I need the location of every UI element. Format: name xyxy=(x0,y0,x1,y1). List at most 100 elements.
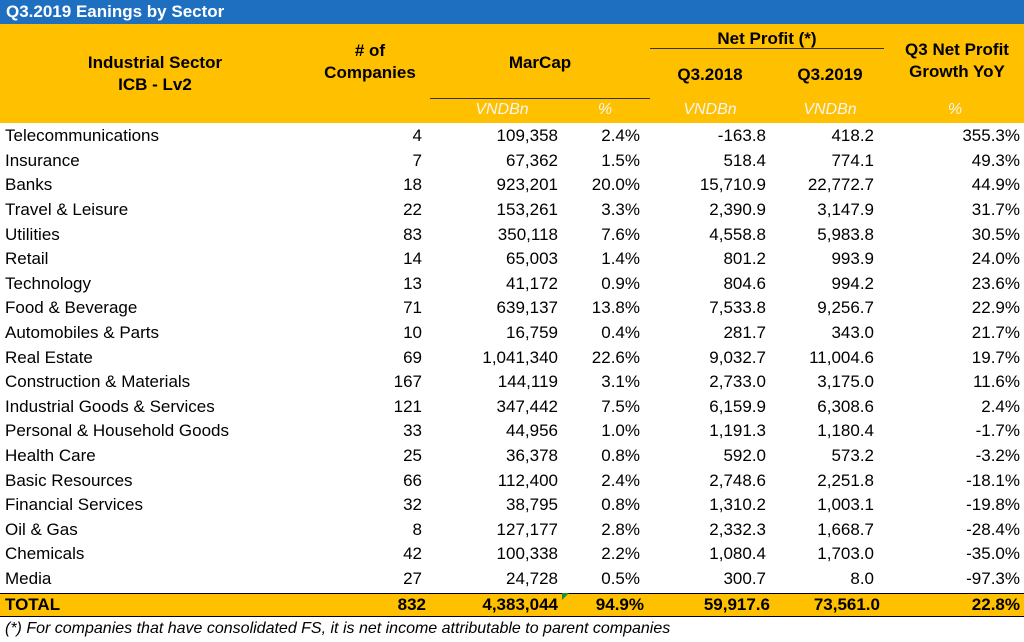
cell-growth: 2.4% xyxy=(981,396,1020,416)
cell-np-2019: 1,003.1 xyxy=(817,495,874,515)
table-row: Insurance 7 67,362 1.5% 518.4 774.1 49.3% xyxy=(0,149,1024,174)
cell-np-2018: 804.6 xyxy=(723,273,766,293)
cell-marcap: 100,338 xyxy=(496,544,558,564)
cell-np-2019: 774.1 xyxy=(831,150,874,170)
cell-np-2019: 1,180.4 xyxy=(817,421,874,441)
footnote: (*) For companies that have consolidated… xyxy=(5,620,671,637)
marcap-divider xyxy=(430,98,650,99)
cell-marcap: 144,119 xyxy=(497,372,558,392)
header-growth: Q3 Net Profit Growth YoY xyxy=(890,39,1024,83)
header-growth-line1: Q3 Net Profit xyxy=(905,40,1009,59)
cell-marcap-pct: 22.6% xyxy=(591,347,640,367)
cell-marcap: 67,362 xyxy=(506,150,558,170)
cell-growth: 19.7% xyxy=(971,347,1020,367)
cell-marcap-pct: 1.0% xyxy=(601,421,640,441)
cell-sector: Real Estate xyxy=(5,347,93,367)
table-row: Industrial Goods & Services 121 347,442 7.5… xyxy=(0,395,1024,420)
total-np-2019: 73,561.0 xyxy=(813,595,880,614)
cell-np-2019: 22,772.7 xyxy=(807,175,874,195)
cell-sector: Technology xyxy=(5,273,92,293)
cell-sector: Construction & Materials xyxy=(5,372,191,392)
cell-np-2018: 15,710.9 xyxy=(699,175,766,195)
cell-np-2018: 9,032.7 xyxy=(709,347,766,367)
cell-companies: 7 xyxy=(412,150,422,170)
header-sector: Industrial Sector ICB - Lv2 xyxy=(40,52,270,96)
table-row: Basic Resources 66 112,400 2.4% 2,748.6 2,251… xyxy=(0,468,1024,493)
cell-np-2019: 994.2 xyxy=(831,273,874,293)
table-row: Personal & Household Goods 33 44,956 1.0% 1,… xyxy=(0,419,1024,444)
table-header: Industrial Sector ICB - Lv2 # of Compani… xyxy=(0,24,1024,123)
cell-marcap-pct: 2.8% xyxy=(601,519,640,539)
cell-companies: 83 xyxy=(403,224,422,244)
table-row: Chemicals 42 100,338 2.2% 1,080.4 1,703.0 -35.… xyxy=(0,542,1024,567)
header-marcap: MarCap xyxy=(508,53,572,72)
cell-growth: -19.8% xyxy=(966,495,1020,515)
total-label: TOTAL xyxy=(5,595,61,614)
table-row: Retail 14 65,003 1.4% 801.2 993.9 24.0% xyxy=(0,247,1024,272)
total-row: TOTAL 832 4,383,044 94.9% 59,917.6 73,56… xyxy=(0,593,1024,617)
cell-sector: Telecommunications xyxy=(5,126,160,146)
table-title: Q3.2019 Eanings by Sector xyxy=(0,0,1024,24)
cell-marcap-pct: 2.4% xyxy=(601,470,640,490)
cell-companies: 167 xyxy=(393,372,422,392)
cell-growth: -97.3% xyxy=(966,568,1020,588)
cell-growth: -35.0% xyxy=(966,544,1020,564)
cell-np-2019: 573.2 xyxy=(831,446,874,466)
cell-np-2018: 7,533.8 xyxy=(709,298,766,318)
cell-np-2019: 8.0 xyxy=(850,568,874,588)
cell-marcap-pct: 2.2% xyxy=(601,544,640,564)
header-net-profit: Net Profit (*) xyxy=(717,29,817,48)
cell-marcap-pct: 0.5% xyxy=(601,568,640,588)
cell-np-2019: 6,308.6 xyxy=(817,396,874,416)
table-row: Health Care 25 36,378 0.8% 592.0 573.2 -3.2% xyxy=(0,444,1024,469)
cell-marcap: 1,041,340 xyxy=(482,347,558,367)
cell-sector: Personal & Household Goods xyxy=(5,421,229,441)
cell-np-2018: 1,310.2 xyxy=(709,495,766,515)
header-companies-line1: # of xyxy=(354,41,386,60)
cell-companies: 33 xyxy=(403,421,422,441)
cell-marcap-pct: 0.4% xyxy=(601,323,640,343)
sector-table: Telecommunications 4 109,358 2.4% -163.8 418.… xyxy=(0,124,1024,591)
cell-growth: 44.9% xyxy=(971,175,1020,195)
cell-sector: Travel & Leisure xyxy=(5,200,129,220)
cell-marcap-pct: 20.0% xyxy=(591,175,640,195)
cell-growth: 11.6% xyxy=(973,372,1020,392)
cell-marcap-pct: 3.3% xyxy=(601,200,640,220)
cell-np-2019: 1,668.7 xyxy=(817,519,874,539)
cell-marcap: 153,261 xyxy=(496,200,558,220)
unit-growth: % xyxy=(947,101,963,118)
unit-marcap-value: VNDBn xyxy=(475,101,529,118)
cell-np-2019: 1,703.0 xyxy=(817,544,874,564)
cell-np-2019: 3,147.9 xyxy=(817,200,874,220)
cell-sector: Media xyxy=(5,568,52,588)
cell-np-2018: -163.8 xyxy=(717,126,766,146)
header-sector-line2: ICB - Lv2 xyxy=(118,75,192,94)
cell-np-2018: 2,748.6 xyxy=(709,470,766,490)
cell-growth: 24.0% xyxy=(971,249,1020,269)
cell-sector: Insurance xyxy=(5,150,80,170)
table-row: Telecommunications 4 109,358 2.4% -163.8 418.… xyxy=(0,124,1024,149)
cell-companies: 4 xyxy=(412,126,422,146)
cell-np-2018: 300.7 xyxy=(723,568,766,588)
table-row: Utilities 83 350,118 7.6% 4,558.8 5,983.8 30.5… xyxy=(0,222,1024,247)
table-row: Automobiles & Parts 10 16,759 0.4% 281.7 343.… xyxy=(0,321,1024,346)
cell-np-2019: 11,004.6 xyxy=(809,347,874,367)
cell-sector: Automobiles & Parts xyxy=(5,323,160,343)
net-profit-divider xyxy=(650,48,884,49)
cell-marcap: 16,759 xyxy=(506,323,558,343)
cell-marcap-pct: 2.4% xyxy=(601,126,640,146)
cell-np-2018: 592.0 xyxy=(723,446,766,466)
table-row: Media 27 24,728 0.5% 300.7 8.0 -97.3% xyxy=(0,567,1024,592)
cell-companies: 71 xyxy=(403,298,422,318)
table-row: Construction & Materials 167 144,119 3.1% 2,… xyxy=(0,370,1024,395)
cell-growth: 21.7% xyxy=(971,323,1020,343)
cell-sector: Food & Beverage xyxy=(5,298,138,318)
cell-marcap-pct: 13.8% xyxy=(591,298,640,318)
cell-np-2019: 343.0 xyxy=(831,323,874,343)
cell-np-2019: 993.9 xyxy=(831,249,874,269)
cell-sector: Basic Resources xyxy=(5,470,133,490)
cell-sector: Financial Services xyxy=(5,495,143,515)
total-growth: 22.8% xyxy=(971,595,1020,614)
cell-companies: 42 xyxy=(403,544,422,564)
cell-marcap-pct: 7.6% xyxy=(601,224,640,244)
